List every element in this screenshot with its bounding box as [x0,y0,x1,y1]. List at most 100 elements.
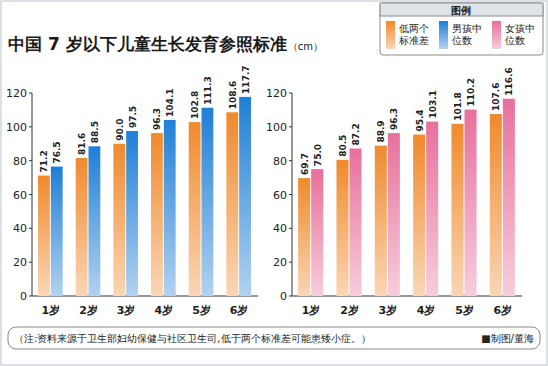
y-tick-label: 80 [273,155,287,168]
bar [503,99,515,296]
title: 中国 7 岁以下儿童生长发育参照标准 [8,34,287,54]
data-label: 107.6 [491,83,501,111]
legend-swatch [439,21,448,49]
bar [126,131,138,296]
bar [202,108,214,296]
y-tick-label: 40 [273,222,287,235]
legend-swatch [492,21,501,49]
x-tick-label: 2岁 [340,304,359,317]
title-unit: （cm） [288,41,323,52]
data-label: 116.6 [504,67,514,95]
bar [113,144,125,296]
legend-header [380,3,543,16]
data-label: 80.5 [338,135,348,157]
data-label: 88.9 [376,120,386,142]
data-label: 117.7 [241,65,251,93]
legend-label: 男孩中位数 [452,23,482,46]
data-label: 102.8 [190,91,200,119]
x-tick-label: 3岁 [117,304,136,317]
data-label: 69.7 [300,153,310,175]
legend-title: 图例 [451,5,471,16]
chart: 0 20 40 60 80 100 120 71.2 81.6 90.0 96.3 102.8 108.… [6,65,258,317]
bar [451,124,463,296]
frame [1,1,547,365]
bar [426,122,438,296]
y-tick-label: 60 [273,189,287,202]
y-tick-label: 100 [6,121,27,134]
data-label: 108.6 [228,81,238,109]
x-tick-label: 5岁 [192,304,211,317]
bar [490,114,502,296]
data-label: 75.0 [313,144,323,166]
bar [465,110,477,296]
y-tick-label: 80 [13,155,27,168]
legend: 图例低两个标准差男孩中位数女孩中位数 [380,3,543,55]
bars [38,97,251,296]
bar [413,135,425,296]
y-tick-label: 0 [280,290,287,303]
x-tick-label: 6岁 [494,304,513,317]
y-tick-label: 0 [20,290,27,303]
legend-label: 低两个标准差 [398,23,429,46]
data-label: 111.3 [203,76,213,104]
data-label: 95.4 [415,109,425,131]
bar [51,167,63,296]
bar [151,133,163,296]
legend-swatch [386,21,395,49]
data-label: 96.3 [152,108,162,130]
data-label: 87.2 [351,123,361,145]
y-tick-label: 20 [13,256,27,269]
data-label: 110.2 [466,78,476,106]
y-axis [32,93,33,296]
bar [164,120,176,296]
bar [189,122,201,296]
x-tick-label: 1岁 [302,304,321,317]
x-tick-label: 5岁 [455,304,474,317]
x-tick-label: 3岁 [379,304,398,317]
data-labels: 69.7 80.5 88.9 95.4 101.8 107.6 75.0 87.2 96.3 10… [300,67,515,175]
legend-box [380,3,543,55]
bar [298,178,310,296]
x-tick-label: 4岁 [155,304,174,317]
x-tick-label: 4岁 [417,304,436,317]
bars [298,99,515,296]
bar [38,176,50,296]
note-box [8,327,540,349]
data-label: 103.1 [428,90,438,118]
data-label: 76.5 [52,141,62,163]
y-tick-label: 120 [6,87,27,100]
data-labels: 71.2 81.6 90.0 96.3 102.8 108.6 76.5 88.5 97.5 10… [39,65,250,172]
x-tick-label: 2岁 [79,304,98,317]
data-label: 104.1 [165,88,175,116]
y-axis [292,93,293,296]
x-tick-label: 6岁 [230,304,249,317]
data-label: 97.5 [128,106,138,128]
data-label: 71.2 [39,150,49,172]
x-axis [32,296,258,297]
x-tick-label: 1岁 [42,304,61,317]
bar [336,160,348,296]
data-label: 96.3 [389,108,399,130]
data-label: 81.6 [77,133,87,155]
bar [375,146,387,296]
y-tick-label: 20 [273,256,287,269]
credit: ■制图/董海 [481,333,534,344]
y-tick-label: 120 [266,87,287,100]
data-label: 90.0 [115,119,125,141]
data-label: 101.8 [453,92,463,120]
legend-label: 女孩中位数 [505,23,535,46]
bar [226,112,238,296]
bar [350,148,362,296]
y-tick-label: 100 [266,121,287,134]
y-tick-label: 40 [13,222,27,235]
x-axis [292,296,522,297]
bar [89,146,101,296]
data-label: 88.5 [90,121,100,143]
chart: 0 20 40 60 80 100 120 69.7 80.5 88.9 95.4 101.8 107.… [266,67,522,317]
y-tick-label: 60 [13,189,27,202]
bar [239,97,251,296]
bar [388,133,400,296]
bar [76,158,88,296]
canvas: 中国 7 岁以下儿童生长发育参照标准（cm） 图例低两个标准差男孩中位数女孩中位数… [0,0,548,366]
note: （注:资料来源于卫生部妇幼保健与社区卫生司,低于两个标准差可能患矮小症。） [14,333,371,344]
